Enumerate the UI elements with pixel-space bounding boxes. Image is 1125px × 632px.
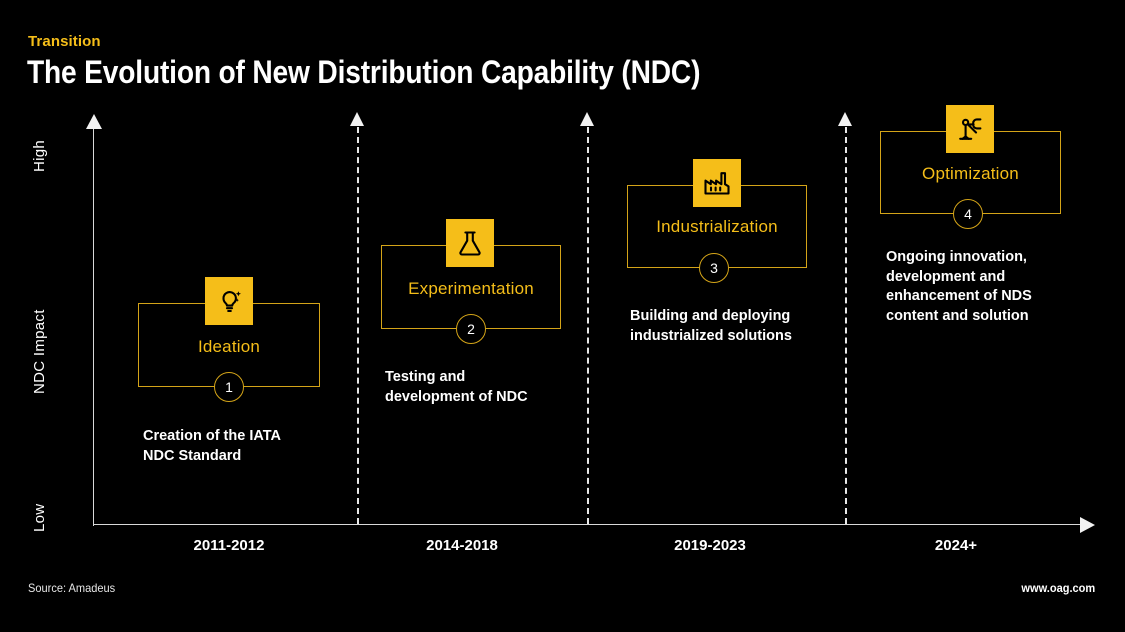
stage-4-description: Ongoing innovation, development and enha…	[886, 249, 1032, 324]
y-axis-line	[93, 128, 94, 526]
stage-1-description: Creation of the IATA NDC Standard	[143, 428, 282, 464]
x-tick-label-3: 2019-2023	[674, 537, 746, 554]
x-tick-label-4: 2024+	[934, 537, 978, 554]
lightbulb-idea-icon	[205, 277, 253, 325]
stage-divider-1	[357, 127, 359, 524]
flask-beaker-icon	[446, 219, 494, 267]
x-axis-line	[93, 524, 1083, 525]
stage-1-number: 1	[214, 372, 244, 402]
stage-2-number: 2	[456, 314, 486, 344]
stage-4-number: 4	[953, 199, 983, 229]
stage-divider-arrow-2	[580, 112, 594, 126]
stage-1-label: Ideation	[197, 337, 261, 356]
page-title: The Evolution of New Distribution Capabi…	[27, 54, 701, 90]
stage-3-number: 3	[699, 253, 729, 283]
y-axis-title: NDC Impact	[31, 309, 48, 394]
x-tick-label-2: 2014-2018	[426, 537, 498, 554]
x-tick-label-1: 2011-2012	[193, 537, 265, 554]
kicker-label: Transition	[28, 33, 101, 50]
stage-divider-arrow-3	[838, 112, 852, 126]
website-url: www.oag.com	[1021, 581, 1095, 595]
stage-divider-2	[587, 127, 589, 524]
stage-divider-3	[845, 127, 847, 524]
stage-2-label: Experimentation	[408, 279, 534, 298]
stage-2-description: Testing and development of NDC	[385, 369, 528, 405]
y-axis-high-label: High	[31, 139, 48, 172]
y-axis-arrowhead	[86, 114, 102, 129]
source-attribution: Source: Amadeus	[28, 581, 116, 595]
y-axis-low-label: Low	[31, 503, 48, 532]
x-axis-arrowhead	[1080, 517, 1095, 533]
factory-icon	[693, 159, 741, 207]
stage-3-description: Building and deploying industrialized so…	[630, 308, 792, 344]
robot-arm-icon	[946, 105, 994, 153]
stage-4-label: Optimization	[922, 164, 1019, 183]
stage-3-label: Industrialization	[656, 217, 778, 236]
stage-divider-arrow-1	[350, 112, 364, 126]
